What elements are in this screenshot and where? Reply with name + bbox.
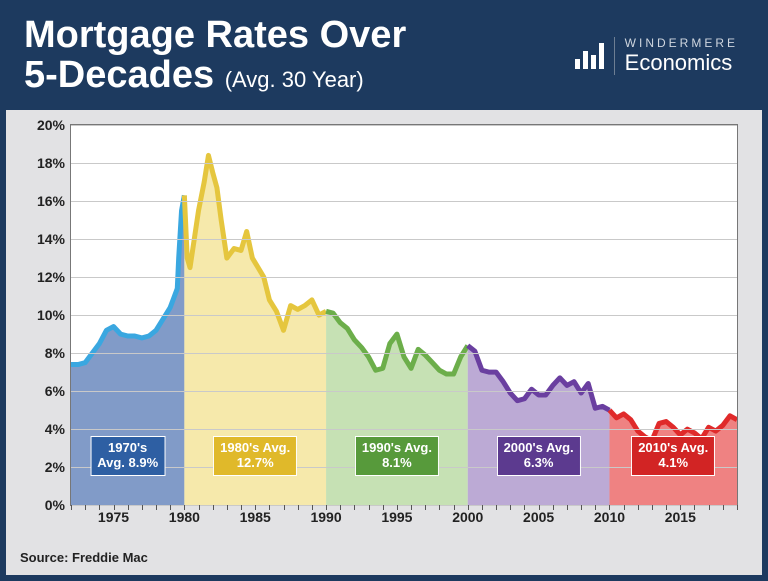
- gridline: [71, 315, 737, 316]
- plot: 0%2%4%6%8%10%12%14%16%18%20%197519801985…: [70, 124, 738, 506]
- gridline: [71, 391, 737, 392]
- x-axis-label: 1990: [310, 505, 341, 525]
- gridline: [71, 201, 737, 202]
- gridline: [71, 429, 737, 430]
- x-tick: [71, 505, 72, 510]
- badge-line1: 1980's Avg.: [220, 441, 290, 456]
- y-axis-label: 16%: [37, 193, 71, 209]
- x-tick: [369, 505, 370, 510]
- decade-area: [468, 345, 610, 505]
- x-axis-label: 1995: [381, 505, 412, 525]
- x-axis-label: 2015: [665, 505, 696, 525]
- x-tick: [213, 505, 214, 510]
- decade-badge: 2010's Avg.4.1%: [631, 436, 715, 476]
- x-axis-label: 2010: [594, 505, 625, 525]
- x-tick: [496, 505, 497, 510]
- x-tick: [354, 505, 355, 510]
- y-axis-label: 6%: [45, 383, 71, 399]
- badge-line2: Avg. 8.9%: [97, 456, 158, 471]
- x-tick: [156, 505, 157, 510]
- gridline: [71, 163, 737, 164]
- gridline: [71, 277, 737, 278]
- badge-line1: 2010's Avg.: [638, 441, 708, 456]
- x-tick: [567, 505, 568, 510]
- y-axis-label: 4%: [45, 421, 71, 437]
- decade-badge: 1990's Avg.8.1%: [355, 436, 439, 476]
- title-line1: Mortgage Rates Over: [24, 16, 406, 56]
- x-tick: [709, 505, 710, 510]
- x-tick: [227, 505, 228, 510]
- badge-line1: 1970's: [97, 441, 158, 456]
- x-axis-label: 1980: [169, 505, 200, 525]
- x-axis-label: 1975: [98, 505, 129, 525]
- decade-badge: 2000's Avg.6.3%: [497, 436, 581, 476]
- badge-line2: 6.3%: [504, 456, 574, 471]
- x-tick: [142, 505, 143, 510]
- logo-divider: [614, 37, 615, 75]
- y-axis-label: 12%: [37, 269, 71, 285]
- title-line2: 5-Decades (Avg. 30 Year): [24, 56, 406, 96]
- y-axis-label: 10%: [37, 307, 71, 323]
- y-axis-label: 0%: [45, 497, 71, 513]
- gridline: [71, 125, 737, 126]
- decade-badge: 1970'sAvg. 8.9%: [90, 436, 165, 476]
- y-axis-label: 14%: [37, 231, 71, 247]
- decade-badge: 1980's Avg.12.7%: [213, 436, 297, 476]
- badge-line2: 4.1%: [638, 456, 708, 471]
- badge-line2: 12.7%: [220, 456, 290, 471]
- source-label: Source: Freddie Mac: [6, 546, 762, 575]
- x-axis-label: 2000: [452, 505, 483, 525]
- x-tick: [425, 505, 426, 510]
- y-axis-label: 8%: [45, 345, 71, 361]
- badge-line2: 8.1%: [362, 456, 432, 471]
- badge-line1: 2000's Avg.: [504, 441, 574, 456]
- logo-bars-icon: [575, 43, 604, 69]
- x-tick: [284, 505, 285, 510]
- x-tick: [723, 505, 724, 510]
- y-axis-label: 18%: [37, 155, 71, 171]
- x-tick: [737, 505, 738, 510]
- header: Mortgage Rates Over 5-Decades (Avg. 30 Y…: [6, 6, 762, 110]
- x-tick: [439, 505, 440, 510]
- badge-line1: 1990's Avg.: [362, 441, 432, 456]
- x-tick: [581, 505, 582, 510]
- x-tick: [638, 505, 639, 510]
- x-tick: [652, 505, 653, 510]
- x-tick: [298, 505, 299, 510]
- title: Mortgage Rates Over 5-Decades (Avg. 30 Y…: [24, 16, 406, 96]
- chart-area: 0% 2% 4% 6% 8% 10% 12% 14% 16% 18% 20% 1975 1980 1985…: [18, 120, 750, 546]
- gridline: [71, 353, 737, 354]
- x-tick: [85, 505, 86, 510]
- logo-text: WINDERMERE Economics: [625, 36, 738, 77]
- gridline: [71, 239, 737, 240]
- y-axis-label: 2%: [45, 459, 71, 475]
- x-tick: [510, 505, 511, 510]
- x-axis-label: 2005: [523, 505, 554, 525]
- chart-card: Mortgage Rates Over 5-Decades (Avg. 30 Y…: [0, 0, 768, 581]
- y-axis-label: 20%: [37, 117, 71, 133]
- x-axis-label: 1985: [240, 505, 271, 525]
- windermere-logo: WINDERMERE Economics: [575, 36, 744, 77]
